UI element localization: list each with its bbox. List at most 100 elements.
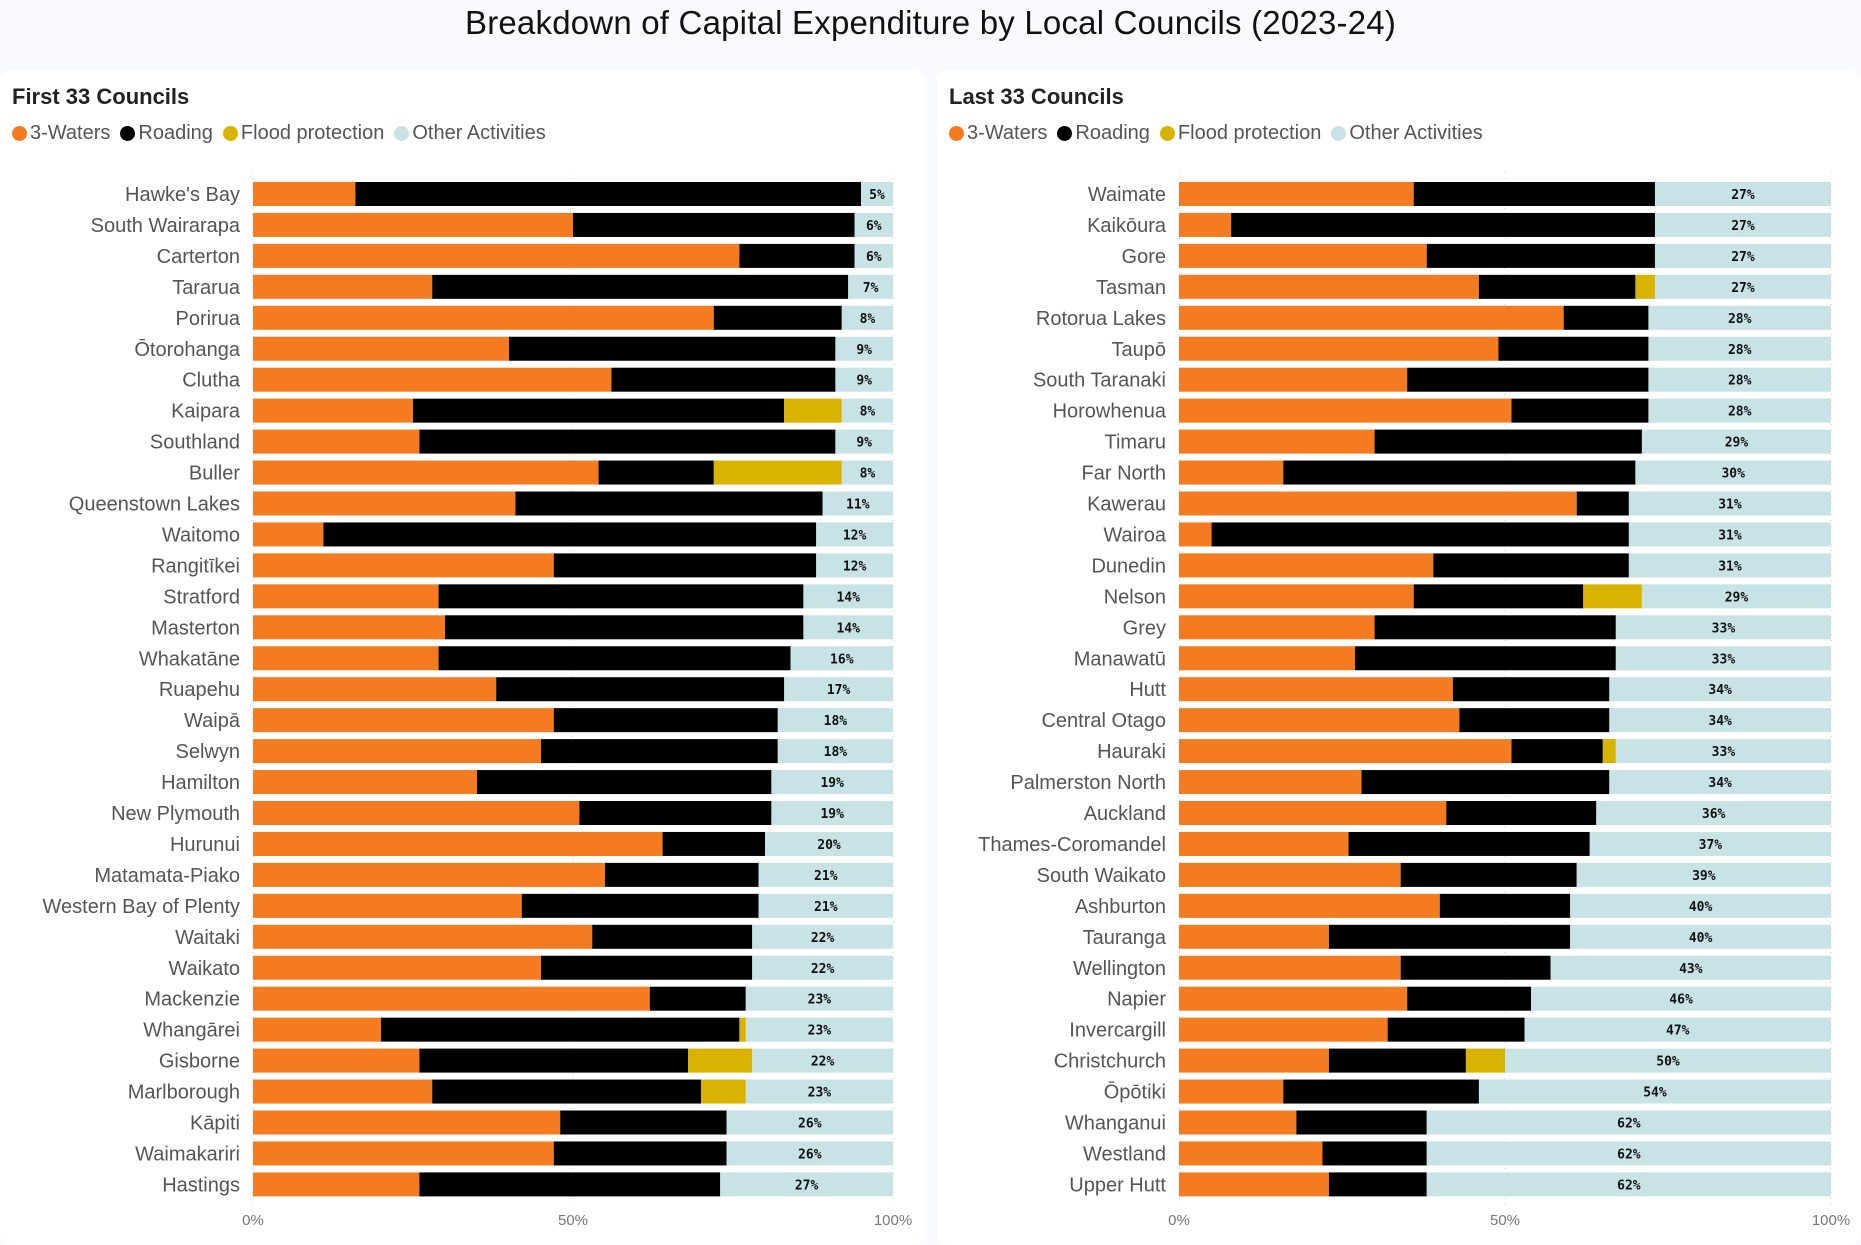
bar-segment-other-activities <box>1426 1141 1831 1166</box>
category-label: Tararua <box>172 277 241 299</box>
legend-item-3-waters[interactable]: 3-Waters <box>12 122 110 145</box>
data-label: 33% <box>1712 745 1736 760</box>
bar-segment-3-waters <box>253 212 573 237</box>
bar-segment-3-waters <box>1179 646 1356 671</box>
bar-segment-roading <box>1433 553 1629 578</box>
bar-segment-other-activities <box>854 212 893 237</box>
category-label: Gore <box>1122 246 1166 268</box>
category-label: Hauraki <box>1097 741 1166 763</box>
bar-segment-flood-protection <box>1583 584 1642 609</box>
bar-segment-other-activities <box>758 893 893 918</box>
bar-segment-other-activities <box>841 398 893 423</box>
category-label: Southland <box>150 432 240 454</box>
data-label: 19% <box>820 776 844 791</box>
bar-segment-3-waters <box>253 1141 554 1166</box>
data-label: 12% <box>843 528 867 543</box>
bar-segment-other-activities <box>1531 986 1831 1011</box>
chart-title: Breakdown of Capital Expenditure by Loca… <box>464 4 1397 41</box>
data-label: 21% <box>814 900 838 915</box>
bar-segment-3-waters <box>1179 553 1434 578</box>
category-label: Waimate <box>1088 184 1166 206</box>
bar-segment-3-waters <box>1179 1172 1329 1197</box>
bar-segment-roading <box>541 955 753 980</box>
bar-segment-roading <box>1322 1141 1427 1166</box>
x-tick-label: 100% <box>1812 1212 1850 1229</box>
data-label: 21% <box>814 869 838 884</box>
bar-segment-3-waters <box>1179 1017 1388 1042</box>
legend-item-flood-protection[interactable]: Flood protection <box>1159 122 1321 145</box>
bar-segment-other-activities <box>745 1079 893 1104</box>
data-label: 40% <box>1689 900 1713 915</box>
legend-item-flood-protection[interactable]: Flood protection <box>222 122 384 145</box>
category-label: Waimakariri <box>135 1143 240 1165</box>
category-label: Grey <box>1123 617 1166 639</box>
category-label: Waipā <box>184 710 241 732</box>
bar-segment-roading <box>611 367 836 392</box>
legend-item-other-activities[interactable]: Other Activities <box>1331 122 1483 145</box>
bar-segment-roading <box>323 522 817 547</box>
bar-segment-flood-protection <box>739 1017 746 1042</box>
category-label: Wellington <box>1073 958 1166 980</box>
data-label: 9% <box>856 374 872 389</box>
bar-segment-other-activities <box>771 770 893 795</box>
bar-segment-3-waters <box>1179 801 1447 825</box>
bar-segment-other-activities <box>758 862 893 887</box>
category-label: Timaru <box>1105 432 1166 454</box>
bar-segment-other-activities <box>1478 1079 1831 1104</box>
bar-segment-3-waters <box>253 708 554 733</box>
legend-item-roading[interactable]: Roading <box>120 122 213 145</box>
category-label: Christchurch <box>1054 1051 1166 1073</box>
bar-segment-3-waters <box>1179 739 1512 764</box>
bar-segment-3-waters <box>1179 1048 1329 1073</box>
legend-item-other-activities[interactable]: Other Activities <box>394 122 546 145</box>
legend-dot-icon <box>394 126 410 141</box>
bar-segment-other-activities <box>835 336 893 361</box>
legend: 3-Waters Roading Flood protection Other … <box>949 122 1483 145</box>
bar-segment-other-activities <box>1648 398 1831 423</box>
bar-segment-roading <box>1231 212 1655 237</box>
bar-segment-roading <box>1283 1079 1479 1104</box>
legend-item-roading[interactable]: Roading <box>1057 122 1150 145</box>
category-label: Waitaki <box>175 927 240 949</box>
bar-segment-other-activities <box>745 1017 893 1042</box>
bar-segment-3-waters <box>253 584 439 609</box>
legend-item-3-waters[interactable]: 3-Waters <box>949 122 1047 145</box>
category-label: Hawke's Bay <box>125 184 240 206</box>
bar-segment-roading <box>355 182 861 206</box>
data-label: 14% <box>836 590 860 605</box>
bar-segment-other-activities <box>1635 460 1831 485</box>
legend-label: Roading <box>138 122 213 144</box>
bar-segment-other-activities <box>822 491 893 516</box>
bar-segment-3-waters <box>253 367 612 392</box>
bar-segment-3-waters <box>253 1079 433 1104</box>
bar-segment-3-waters <box>1179 212 1232 237</box>
data-label: 27% <box>1731 250 1755 265</box>
data-label: 16% <box>830 652 854 667</box>
data-label: 8% <box>860 467 876 482</box>
bar-segment-other-activities <box>720 1172 893 1197</box>
x-tick-label: 0% <box>242 1212 264 1229</box>
bar-segment-3-waters <box>253 336 509 361</box>
bar-segment-3-waters <box>1179 986 1408 1011</box>
category-label: Horowhenua <box>1053 401 1167 423</box>
bar-segment-roading <box>1328 1172 1427 1197</box>
data-label: 31% <box>1718 498 1742 513</box>
data-label: 62% <box>1617 1117 1641 1132</box>
category-label: Mackenzie <box>144 989 240 1011</box>
bar-segment-roading <box>1413 182 1655 206</box>
data-label: 8% <box>860 312 876 327</box>
data-label: 7% <box>863 281 879 296</box>
category-label: New Plymouth <box>111 803 240 825</box>
x-tick-label: 50% <box>1490 1212 1520 1229</box>
data-label: 11% <box>846 498 870 513</box>
bar-segment-roading <box>432 1079 701 1104</box>
data-label: 28% <box>1728 343 1752 358</box>
bar-segment-flood-protection <box>688 1048 753 1073</box>
data-label: 50% <box>1656 1055 1680 1070</box>
bar-segment-other-activities <box>1615 739 1831 764</box>
bar-segment-other-activities <box>803 615 893 640</box>
bar-segment-3-waters <box>253 491 516 516</box>
bar-segment-roading <box>1498 336 1649 361</box>
bar-segment-other-activities <box>1641 429 1831 454</box>
data-label: 40% <box>1689 931 1713 946</box>
